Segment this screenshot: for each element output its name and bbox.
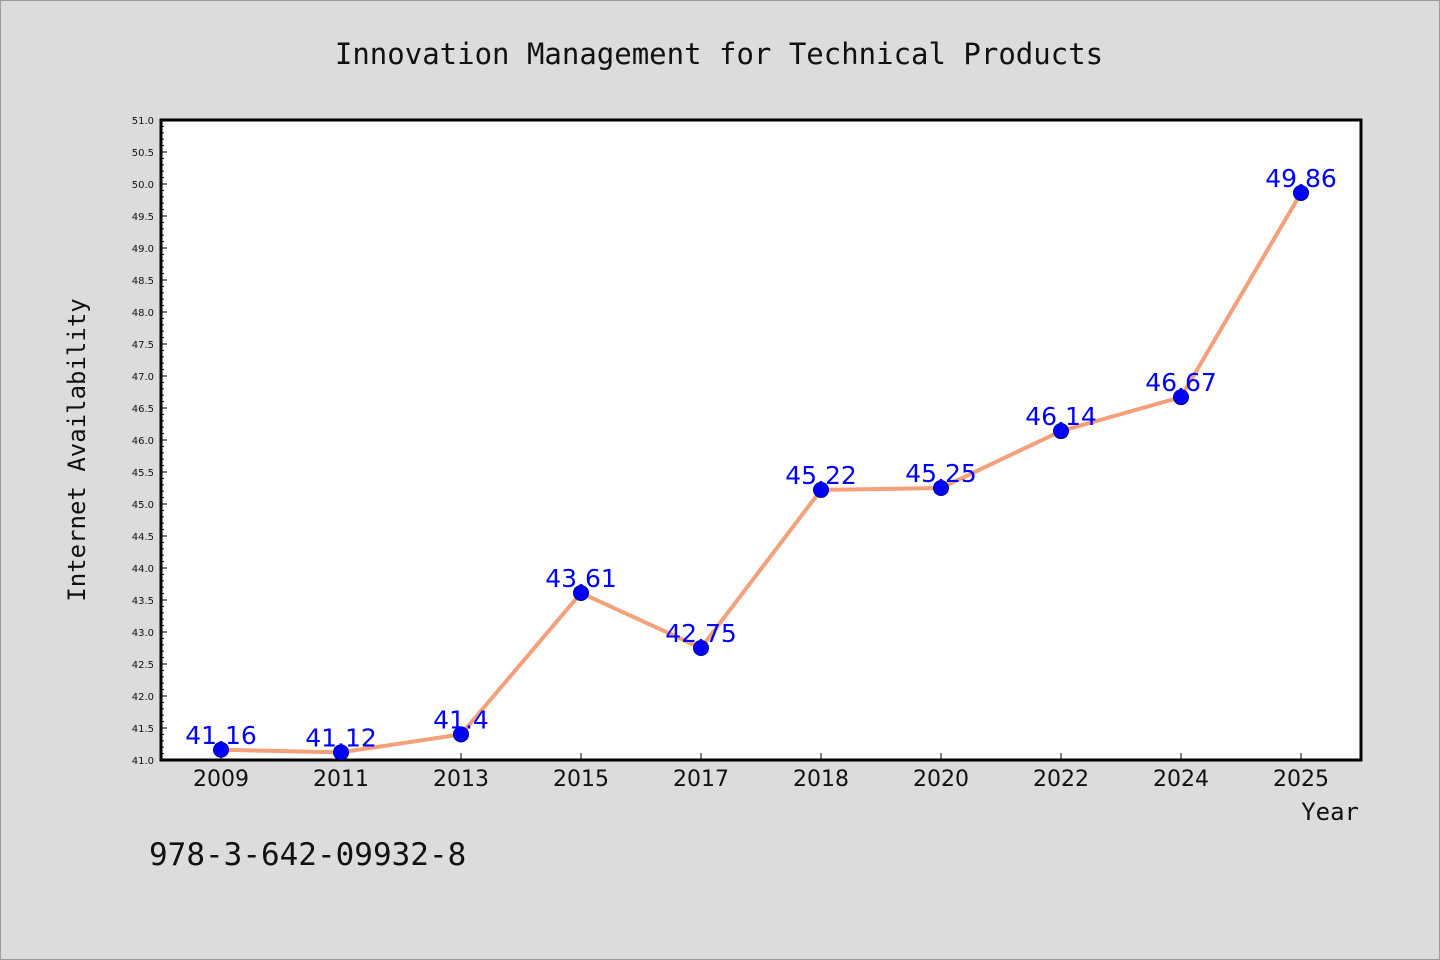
data-label: 41.12 bbox=[305, 723, 377, 752]
y-tick-label: 45.0 bbox=[132, 500, 154, 511]
y-tick-label: 50.0 bbox=[132, 180, 154, 191]
y-tick-label: 41.5 bbox=[132, 724, 154, 735]
data-point-marker bbox=[933, 480, 949, 496]
y-tick-label: 42.5 bbox=[132, 660, 154, 671]
x-axis: 2009 2011 2013 2015 2017 2018 2020 2022 2024 2025 bbox=[193, 753, 1329, 792]
y-axis-label: Internet Availability bbox=[63, 298, 91, 601]
y-tick-label: 50.5 bbox=[132, 148, 154, 159]
x-tick-label: 2025 bbox=[1273, 767, 1329, 792]
data-label: 41.4 bbox=[433, 705, 489, 734]
y-tick-label: 41.0 bbox=[132, 756, 154, 767]
data-label: 43.61 bbox=[545, 564, 617, 593]
y-tick-label: 43.5 bbox=[132, 596, 154, 607]
data-label: 45.25 bbox=[905, 459, 977, 488]
y-tick-label: 42.0 bbox=[132, 692, 154, 703]
y-tick-label: 43.0 bbox=[132, 628, 154, 639]
x-tick-label: 2017 bbox=[673, 767, 729, 792]
x-tick-label: 2024 bbox=[1153, 767, 1209, 792]
data-point-marker bbox=[813, 481, 829, 498]
data-label: 49.86 bbox=[1265, 164, 1337, 193]
data-label: 45.22 bbox=[785, 461, 857, 490]
data-label-group: 41.16 41.12 41.4 43.61 42.75 45.22 45.25 46.14 4… bbox=[185, 164, 1337, 752]
y-tick-label: 51.0 bbox=[132, 116, 154, 127]
y-tick-label: 48.0 bbox=[132, 308, 154, 319]
x-tick-label: 2022 bbox=[1033, 767, 1089, 792]
data-label: 41.16 bbox=[185, 721, 257, 750]
y-tick-label: 46.5 bbox=[132, 404, 154, 415]
y-tick-label: 49.5 bbox=[132, 212, 154, 223]
y-tick-label: 46.0 bbox=[132, 436, 154, 447]
x-tick-label: 2015 bbox=[553, 767, 609, 792]
data-point-marker bbox=[213, 741, 229, 758]
y-tick-label: 45.5 bbox=[132, 468, 154, 479]
data-label: 46.14 bbox=[1025, 402, 1097, 431]
x-axis-label: Year bbox=[1301, 798, 1359, 826]
data-point-marker bbox=[1053, 423, 1069, 440]
x-tick-label: 2009 bbox=[193, 767, 249, 792]
chart-title: Innovation Management for Technical Prod… bbox=[335, 37, 1103, 71]
data-label: 42.75 bbox=[665, 619, 737, 648]
footnote-isbn: 978-3-642-09932-8 bbox=[149, 837, 466, 873]
data-label: 46.67 bbox=[1145, 368, 1217, 397]
y-tick-label: 44.5 bbox=[132, 532, 154, 543]
x-tick-label: 2018 bbox=[793, 767, 849, 792]
x-tick-label: 2020 bbox=[913, 767, 969, 792]
x-tick-label: 2013 bbox=[433, 767, 489, 792]
data-point-marker bbox=[1293, 184, 1309, 201]
data-point-marker bbox=[333, 744, 349, 761]
series-line bbox=[219, 190, 1303, 755]
y-tick-label: 49.0 bbox=[132, 244, 154, 255]
y-tick-label: 47.0 bbox=[132, 372, 154, 383]
y-tick-label: 44.0 bbox=[132, 564, 154, 575]
y-tick-label: 48.5 bbox=[132, 276, 154, 287]
data-point-marker bbox=[1173, 389, 1189, 406]
data-point-marker bbox=[453, 726, 469, 743]
y-tick-label: 47.5 bbox=[132, 340, 154, 351]
data-point-marker bbox=[693, 640, 709, 656]
series-line-group bbox=[213, 184, 1309, 761]
data-point-marker bbox=[573, 584, 589, 601]
x-tick-label: 2011 bbox=[313, 767, 369, 792]
plot-area bbox=[159, 118, 1363, 762]
y-axis: 41.0 41.5 42.0 42.5 43.0 43.5 44.0 44.5 45.0 45.5… bbox=[132, 116, 167, 767]
